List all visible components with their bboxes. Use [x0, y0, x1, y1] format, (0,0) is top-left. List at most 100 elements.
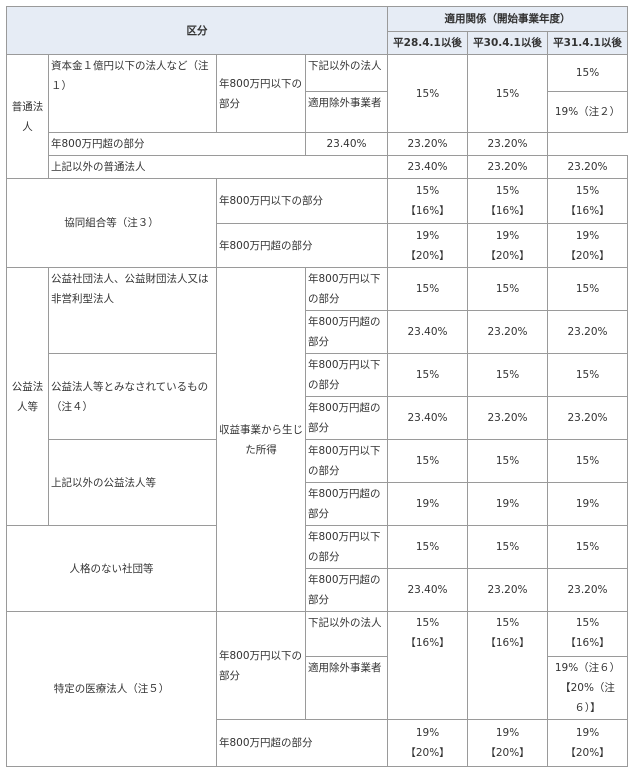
table-cell: 23.20%: [546, 396, 629, 440]
table-row: 年800万円超の部分 23.40% 23.20% 23.20%: [7, 568, 629, 612]
table-cell: 19% 【20%】: [546, 719, 629, 767]
table-cell: 年800万円超の部分: [305, 482, 388, 526]
table-cell: 15%: [546, 439, 629, 483]
table-cell: 23.20%: [546, 568, 629, 612]
table-cell: 19% 【20%】: [467, 223, 548, 268]
table-cell: 年800万円以下の部分: [216, 54, 306, 133]
header-applicable: 適用関係（開始事業年度）: [386, 6, 629, 32]
table-cell: 15%: [387, 439, 468, 483]
table-row: 年800万円超の部分 19% 19% 19%: [7, 482, 629, 526]
table-cell: 15%: [387, 353, 468, 397]
table-cell: 人格のない社団等: [6, 525, 217, 612]
table-cell: 15%: [467, 353, 548, 397]
table-cell: 公益法人等: [6, 267, 49, 526]
table-cell: 19% 【20%】: [387, 719, 468, 767]
table-row: 上記以外の公益法人等 年800万円以下の部分 15% 15% 15%: [7, 439, 629, 526]
cell-line: 【16%】: [485, 205, 530, 217]
cell-line: 15%: [575, 617, 600, 629]
table-cell: 適用除外事業者: [305, 656, 388, 720]
table-row: 公益法人等 公益社団法人、公益財団法人又は非営利型法人 収益事業から生じた所得 年80…: [6, 267, 629, 612]
table-cell: 協同組合等（注３）: [6, 178, 217, 268]
table-cell: 年800万円超の部分: [48, 132, 306, 156]
table-cell: 年800万円超の部分: [216, 719, 388, 767]
table-cell: 19% 【20%】: [467, 719, 548, 767]
cell-line: 19%: [415, 727, 440, 739]
table-cell: 普通法人: [6, 54, 49, 179]
table-row: 年800万円超の部分 23.40% 23.20% 23.20%: [7, 396, 629, 440]
table-cell: 公益法人等とみなされているもの（注４）: [48, 353, 217, 440]
table-row: 普通法人 資本金１億円以下の法人など（注１） 年800万円以下の部分 下記以外の法人 1…: [6, 54, 629, 179]
table-cell: 23.20%: [467, 310, 548, 354]
table-cell: 15% 【16%】: [387, 611, 468, 720]
table-cell: 15%: [467, 54, 548, 133]
header-period: 平31.4.1以後: [546, 31, 629, 55]
table-cell: 年800万円超の部分: [305, 310, 388, 354]
table-cell: 19%: [467, 482, 548, 526]
table-cell: 23.20%: [467, 132, 548, 156]
table-cell: 23.20%: [546, 155, 629, 179]
table-row: 上記以外の普通法人 23.40% 23.20% 23.20%: [7, 155, 629, 179]
table-body: 普通法人 資本金１億円以下の法人など（注１） 年800万円以下の部分 下記以外の法人 1…: [6, 54, 629, 767]
cell-line: 15%: [495, 185, 520, 197]
header-category: 区分: [6, 6, 388, 55]
table-cell: 15%: [387, 525, 468, 569]
table-row: 適用除外事業者 19%（注２）: [7, 91, 629, 133]
table-cell: 23.40%: [387, 396, 468, 440]
cell-line: 15%: [415, 617, 440, 629]
table-cell: 15% 【16%】: [467, 178, 548, 224]
table-cell: 15% 【16%】: [546, 178, 629, 224]
table-cell: 下記以外の法人: [305, 611, 388, 657]
table-cell: 23.40%: [305, 132, 388, 156]
table-cell: 上記以外の公益法人等: [48, 439, 217, 526]
cell-line: 19%: [415, 229, 440, 242]
cell-line: 19%（注６）: [554, 662, 621, 674]
table-row: 人格のない社団等 年800万円以下の部分 15% 15% 15%: [6, 525, 629, 612]
table-cell: 15% 【16%】: [467, 611, 548, 720]
table-cell: 23.40%: [387, 568, 468, 612]
table-row: 公益法人等とみなされているもの（注４） 年800万円以下の部分 15% 15% 15%: [7, 353, 629, 440]
table-cell: 下記以外の法人: [305, 54, 388, 92]
table-cell: 適用除外事業者: [305, 91, 388, 133]
table-cell: 19% 【20%】: [546, 223, 629, 268]
table-cell: 特定の医療法人（注５）: [6, 611, 217, 767]
table-cell: 15%: [467, 267, 548, 311]
table-row: 適用除外事業者 19%（注６） 【20%（注６）】: [7, 656, 629, 720]
table-cell: 15%: [546, 353, 629, 397]
table-row: 年800万円超の部分 19% 【20%】 19% 【20%】 19% 【20%】: [7, 223, 629, 268]
table-cell: 23.20%: [546, 310, 629, 354]
table-cell: 23.20%: [467, 396, 548, 440]
cell-line: 【16%】: [405, 205, 450, 217]
cell-line: 19%: [575, 727, 600, 739]
cell-line: 【16%】: [565, 205, 610, 217]
table-cell: 年800万円以下の部分: [305, 267, 388, 311]
table-cell: 19%（注２）: [546, 91, 629, 133]
tax-table: 区分 適用関係（開始事業年度） 平28.4.1以後 平30.4.1以後 平31.4.1…: [6, 6, 629, 767]
cell-line: 【20%】: [565, 249, 610, 262]
table-cell: 15%: [467, 439, 548, 483]
cell-line: 【20%】: [565, 747, 610, 759]
table-row: 年800万円超の部分 23.40% 23.20% 23.20%: [7, 310, 629, 354]
table-cell: 年800万円超の部分: [305, 396, 388, 440]
cell-line: 15%: [415, 185, 440, 197]
cell-line: 【16%】: [565, 637, 610, 649]
table-row: 特定の医療法人（注５） 年800万円以下の部分 下記以外の法人 15% 【16%】 15%…: [6, 611, 629, 767]
table-cell: 年800万円超の部分: [305, 568, 388, 612]
page: 区分 適用関係（開始事業年度） 平28.4.1以後 平30.4.1以後 平31.4.1…: [6, 6, 629, 767]
table-cell: 19% 【20%】: [387, 223, 468, 268]
table-cell: 15% 【16%】: [546, 611, 629, 657]
table-cell: 年800万円以下の部分: [305, 525, 388, 569]
table-cell: 15%: [546, 267, 629, 311]
table-cell: 年800万円以下の部分: [216, 611, 306, 720]
cell-line: 19%: [575, 229, 600, 242]
table-cell: 23.40%: [387, 310, 468, 354]
cell-line: 【16%】: [405, 637, 450, 649]
cell-line: 19%: [495, 229, 520, 242]
table-cell: 資本金１億円以下の法人など（注１）: [48, 54, 217, 133]
cell-line: 【20%】: [485, 249, 530, 262]
table-row: 協同組合等（注３） 年800万円以下の部分 15% 【16%】 15% 【16%】 15% 【…: [6, 178, 629, 268]
table-cell: 15%: [467, 525, 548, 569]
cell-line: 15%: [575, 185, 600, 197]
table-cell: 23.20%: [387, 132, 468, 156]
table-cell: 公益社団法人、公益財団法人又は非営利型法人: [48, 267, 217, 354]
table-cell: 上記以外の普通法人: [48, 155, 388, 179]
